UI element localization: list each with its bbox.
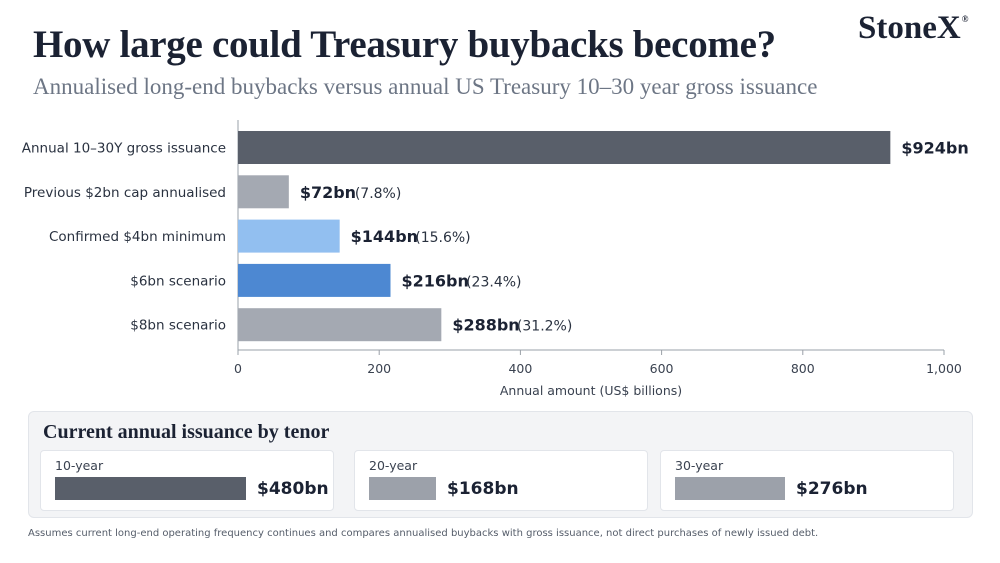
value-label-0: $924bn [901, 139, 968, 158]
tenor-card-10-year: 10-year $480bn [40, 450, 334, 511]
share-label-3: (23.4%) [466, 274, 521, 290]
tenor-card-value: $276bn [796, 479, 868, 499]
chart-subtitle: Annualised long-end buybacks versus annu… [33, 74, 818, 99]
value-label-3: $216bn [401, 271, 468, 290]
category-label-1: Previous $2bn cap annualised [24, 185, 226, 201]
tenor-panel: Current annual issuance by tenor 10-year… [28, 411, 973, 518]
tenor-card-label: 10-year [55, 458, 104, 473]
bar-1 [238, 175, 289, 209]
bar-0 [238, 131, 891, 164]
category-label-0: Annual 10–30Y gross issuance [22, 141, 226, 157]
category-label-4: $8bn scenario [130, 318, 226, 334]
brand-logo: StoneX® [858, 10, 968, 47]
registered-mark: ® [961, 14, 969, 24]
share-label-1: (7.8%) [355, 186, 402, 202]
tenor-card-value: $480bn [257, 479, 329, 499]
tenor-card-bar [675, 477, 785, 500]
tenor-panel-title: Current annual issuance by tenor [43, 421, 330, 443]
x-tick-label-4: 800 [791, 361, 815, 376]
bar-4 [238, 308, 442, 342]
x-tick-label-0: 0 [234, 361, 242, 376]
tenor-card-label: 20-year [369, 458, 418, 473]
tenor-card-bar [55, 477, 246, 500]
bar-3 [238, 263, 391, 297]
value-label-4: $288bn [452, 316, 519, 335]
value-label-2: $144bn [351, 227, 418, 246]
bar-2 [238, 219, 340, 253]
tenor-card-label: 30-year [675, 458, 724, 473]
tenor-card-30-year: 30-year $276bn [660, 450, 954, 511]
category-label-2: Confirmed $4bn minimum [49, 229, 226, 245]
share-label-4: (31.2%) [517, 319, 572, 335]
value-label-1: $72bn [300, 183, 356, 202]
tenor-card-value: $168bn [447, 479, 519, 499]
tenor-card-20-year: 20-year $168bn [354, 450, 648, 511]
buyback-bar-chart: Annual 10–30Y gross issuance $924bn Previo… [22, 120, 969, 398]
category-label-3: $6bn scenario [130, 273, 226, 289]
x-tick-label-1: 200 [367, 361, 391, 376]
chart-title: How large could Treasury buybacks become… [33, 23, 776, 66]
brand-name: StoneX [858, 10, 961, 46]
share-label-2: (15.6%) [415, 230, 470, 246]
x-tick-label-2: 400 [508, 361, 532, 376]
tenor-card-bar [369, 477, 436, 500]
x-tick-label-3: 600 [650, 361, 674, 376]
x-tick-label-5: 1,000 [926, 361, 962, 376]
footnote: Assumes current long-end operating frequ… [28, 528, 819, 539]
x-axis-title: Annual amount (US$ billions) [500, 383, 682, 398]
